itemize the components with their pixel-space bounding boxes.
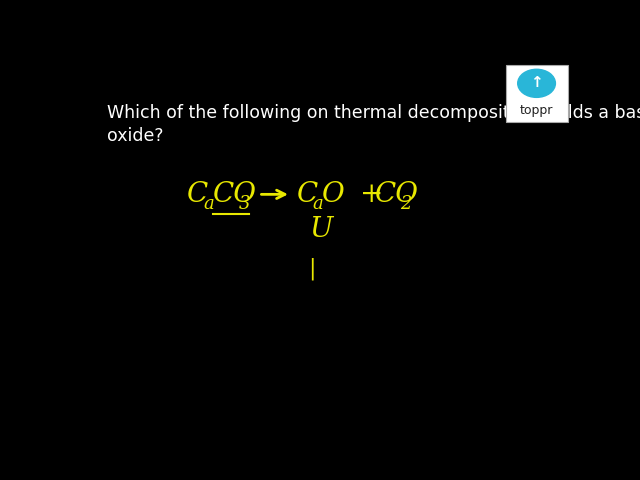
Text: C: C — [297, 181, 319, 208]
Text: C: C — [187, 181, 208, 208]
Text: CO: CO — [213, 181, 257, 208]
Text: O: O — [322, 181, 345, 208]
Text: a: a — [312, 194, 323, 213]
Text: CO: CO — [374, 181, 419, 208]
Text: 3: 3 — [239, 194, 250, 213]
Text: Which of the following on thermal decomposition yields a basic as well as an aci: Which of the following on thermal decomp… — [108, 104, 640, 145]
FancyBboxPatch shape — [506, 65, 568, 122]
Circle shape — [518, 69, 556, 97]
Text: 2: 2 — [401, 194, 412, 213]
Text: +: + — [360, 181, 383, 208]
Text: U: U — [310, 216, 333, 243]
Text: ↑: ↑ — [530, 75, 543, 90]
Text: a: a — [203, 194, 214, 213]
Text: toppr: toppr — [520, 104, 553, 117]
Text: |: | — [308, 257, 316, 279]
